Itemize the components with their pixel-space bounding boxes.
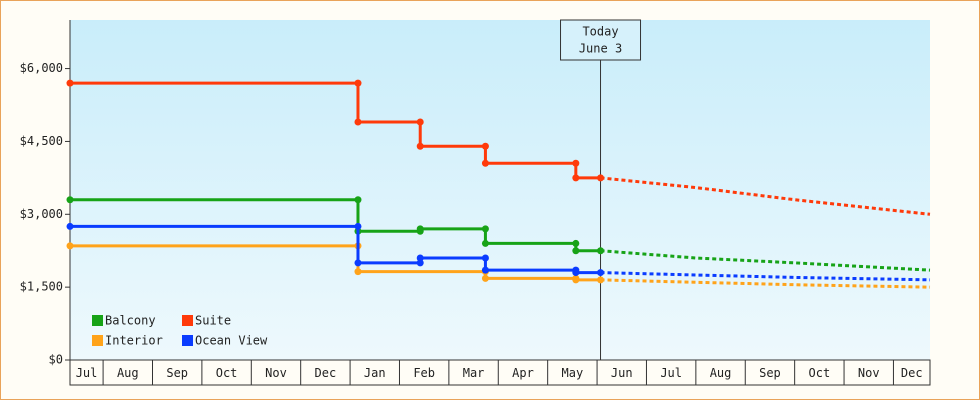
- x-tick-label: Jun: [611, 366, 633, 380]
- price-point: [416, 225, 424, 233]
- price-point: [416, 118, 424, 126]
- x-tick-label: Nov: [858, 366, 880, 380]
- legend-label: Balcony: [105, 314, 156, 328]
- x-tick-label: Jul: [660, 366, 682, 380]
- y-tick-label: $0: [49, 353, 63, 367]
- forecast-line: [600, 271, 931, 282]
- price-point: [572, 239, 580, 247]
- price-point: [481, 254, 489, 262]
- x-tick-label: Mar: [463, 366, 485, 380]
- legend-swatch: [92, 335, 103, 346]
- x-tick-label: Jul: [76, 366, 98, 380]
- price-line: [70, 198, 601, 253]
- price-point: [572, 247, 580, 255]
- price-point: [572, 159, 580, 167]
- price-point: [597, 276, 605, 284]
- legend-label: Suite: [195, 314, 231, 328]
- price-point: [416, 259, 424, 267]
- price-point: [481, 159, 489, 167]
- y-tick-label: $3,000: [20, 207, 63, 221]
- y-tick-label: $6,000: [20, 61, 63, 75]
- x-tick-label: Aug: [117, 366, 139, 380]
- price-point: [481, 266, 489, 274]
- price-point: [481, 225, 489, 233]
- price-point: [354, 79, 362, 87]
- x-tick-label: Aug: [710, 366, 732, 380]
- price-point: [481, 142, 489, 150]
- today-box: [560, 19, 642, 61]
- price-point: [572, 276, 580, 284]
- price-point: [597, 247, 605, 255]
- y-tick-label: $4,500: [20, 134, 63, 148]
- price-point: [354, 196, 362, 204]
- today-label: Today: [582, 25, 618, 39]
- legend-label: Interior: [105, 334, 163, 348]
- x-tick-label: Jan: [364, 366, 386, 380]
- legend-swatch: [92, 315, 103, 326]
- price-point: [597, 269, 605, 277]
- price-point: [354, 222, 362, 230]
- price-point: [354, 259, 362, 267]
- x-tick-label: Oct: [809, 366, 831, 380]
- price-point: [66, 79, 74, 87]
- price-point: [354, 118, 362, 126]
- price-point: [572, 269, 580, 277]
- x-tick-label: Dec: [315, 366, 337, 380]
- price-point: [66, 222, 74, 230]
- y-tick-label: $1,500: [20, 280, 63, 294]
- plot-area: [70, 20, 930, 360]
- price-point: [481, 239, 489, 247]
- price-point: [481, 274, 489, 282]
- legend-swatch: [182, 335, 193, 346]
- forecast-line: [600, 278, 931, 289]
- x-tick-label: Dec: [901, 366, 923, 380]
- x-tick-label: Sep: [166, 366, 188, 380]
- forecast-line: [600, 249, 931, 272]
- price-line: [70, 81, 601, 180]
- price-point: [416, 254, 424, 262]
- price-point: [354, 268, 362, 276]
- price-point: [597, 174, 605, 182]
- x-tick-label: May: [562, 366, 584, 380]
- price-point: [66, 196, 74, 204]
- x-tick-label: Oct: [216, 366, 238, 380]
- price-point: [416, 142, 424, 150]
- x-tick-label: Nov: [265, 366, 287, 380]
- price-point: [572, 174, 580, 182]
- legend-swatch: [182, 315, 193, 326]
- x-axis-band: [69, 359, 931, 386]
- legend-label: Ocean View: [195, 334, 268, 348]
- x-tick-label: Sep: [759, 366, 781, 380]
- x-tick-label: Apr: [512, 366, 534, 380]
- x-tick-label: Feb: [413, 366, 435, 380]
- price-point: [66, 242, 74, 250]
- today-label: June 3: [579, 42, 622, 56]
